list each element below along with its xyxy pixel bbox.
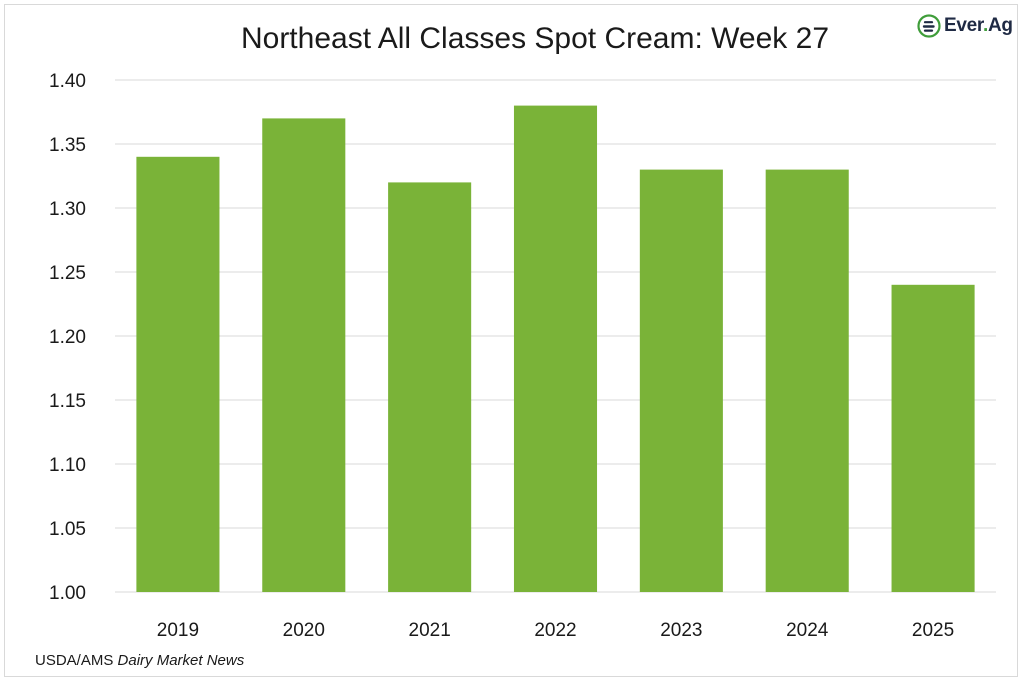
ever-ag-logo-icon — [917, 14, 941, 38]
y-tick-label: 1.00 — [49, 583, 86, 604]
logo-text: Ever.Ag — [944, 15, 1013, 36]
bar-2023 — [639, 169, 723, 592]
x-tick-label: 2022 — [534, 620, 576, 641]
y-tick-label: 1.10 — [49, 455, 86, 476]
ever-ag-logo: Ever.Ag — [917, 12, 1013, 40]
bar-2025 — [891, 284, 975, 592]
bar-2021 — [388, 182, 472, 592]
bar-2020 — [262, 118, 346, 593]
x-tick-label: 2020 — [283, 620, 325, 641]
y-tick-label: 1.15 — [49, 391, 86, 412]
x-tick-label: 2024 — [786, 620, 829, 641]
source-note: USDA/AMS Dairy Market News — [35, 652, 245, 669]
bar-2024 — [765, 169, 849, 592]
y-tick-label: 1.20 — [49, 327, 86, 348]
y-axis-ticks: 1.00 1.05 1.10 1.15 1.20 1.25 1.30 1.35 1.40 — [49, 71, 86, 604]
x-axis-ticks: 2019 2020 2021 2022 2023 2024 2025 — [157, 620, 954, 641]
x-tick-label: 2025 — [912, 620, 954, 641]
bar-2022 — [513, 105, 598, 592]
bar-2019 — [136, 156, 220, 593]
y-tick-label: 1.30 — [49, 199, 86, 220]
x-tick-label: 2021 — [409, 620, 451, 641]
y-tick-label: 1.35 — [49, 135, 86, 156]
y-tick-label: 1.05 — [49, 519, 86, 540]
x-tick-label: 2019 — [157, 620, 199, 641]
bars — [136, 105, 975, 593]
x-tick-label: 2023 — [660, 620, 702, 641]
y-tick-label: 1.25 — [49, 263, 86, 284]
chart-title: Northeast All Classes Spot Cream: Week 2… — [240, 22, 830, 55]
y-tick-label: 1.40 — [49, 71, 86, 92]
